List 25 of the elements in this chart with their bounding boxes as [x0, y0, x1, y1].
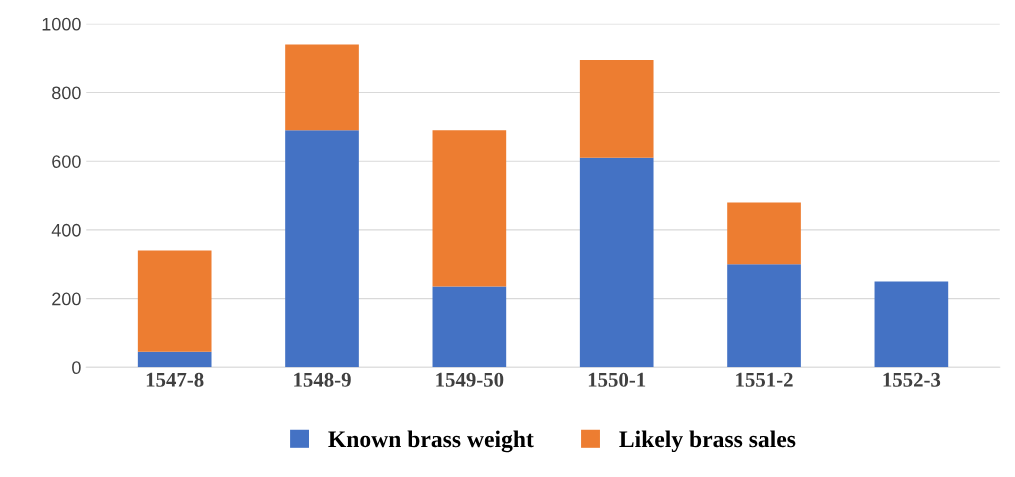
y-tick-label: 400 [51, 223, 81, 237]
bar [727, 202, 801, 265]
bar [432, 286, 507, 368]
bar [579, 157, 654, 368]
bar [727, 264, 801, 368]
y-tick-label: 800 [52, 86, 81, 100]
bar [285, 130, 359, 368]
bar [874, 281, 949, 368]
legend-label: Known brass weight [328, 430, 534, 453]
x-tick-label: 1551-2 [736, 372, 793, 387]
y-tick-label: 1000 [42, 17, 81, 31]
x-tick-label: 1548-9 [294, 372, 351, 387]
x-tick-label: 1547-8 [146, 372, 204, 387]
x-tick-label: 1552-3 [883, 372, 941, 387]
bar [285, 44, 359, 131]
y-tick-label: 200 [52, 292, 81, 306]
y-tick-label: 0 [72, 361, 81, 375]
bar [579, 59, 654, 158]
bar [137, 250, 212, 352]
y-tick-label: 600 [52, 155, 81, 168]
bar [432, 130, 507, 287]
bar [137, 351, 212, 368]
x-tick-label: 1550-1 [588, 372, 646, 387]
x-tick-label: 1549-50 [436, 372, 504, 387]
legend-label: Likely brass sales [619, 430, 796, 453]
